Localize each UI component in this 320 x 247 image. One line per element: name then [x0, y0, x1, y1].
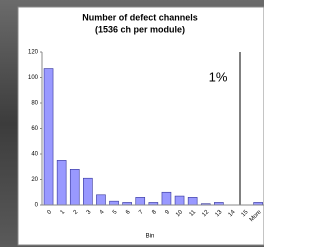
- bar: [96, 195, 105, 205]
- bar: [136, 197, 145, 205]
- chart-title: Number of defect channels: [82, 12, 198, 22]
- chart-subtitle: (1536 ch per module): [95, 24, 185, 34]
- x-axis-label: Bin: [146, 234, 155, 240]
- y-tick-label: 120: [28, 50, 39, 56]
- bar: [188, 197, 197, 205]
- bar: [70, 169, 79, 205]
- chart-panel: [18, 7, 264, 245]
- y-tick-label: 40: [31, 152, 38, 158]
- bar: [44, 69, 53, 205]
- y-tick-label: 80: [31, 101, 38, 107]
- bar: [57, 160, 66, 205]
- annotation: 1%: [209, 69, 228, 84]
- y-tick-label: 20: [31, 177, 38, 183]
- y-tick-label: 100: [28, 75, 39, 81]
- bar: [110, 201, 119, 205]
- bar: [83, 178, 92, 205]
- y-tick-label: 60: [31, 126, 38, 132]
- screenshot: Number of defect channels (1536 ch per m…: [0, 0, 264, 247]
- bar: [162, 192, 171, 205]
- bar: [175, 196, 184, 205]
